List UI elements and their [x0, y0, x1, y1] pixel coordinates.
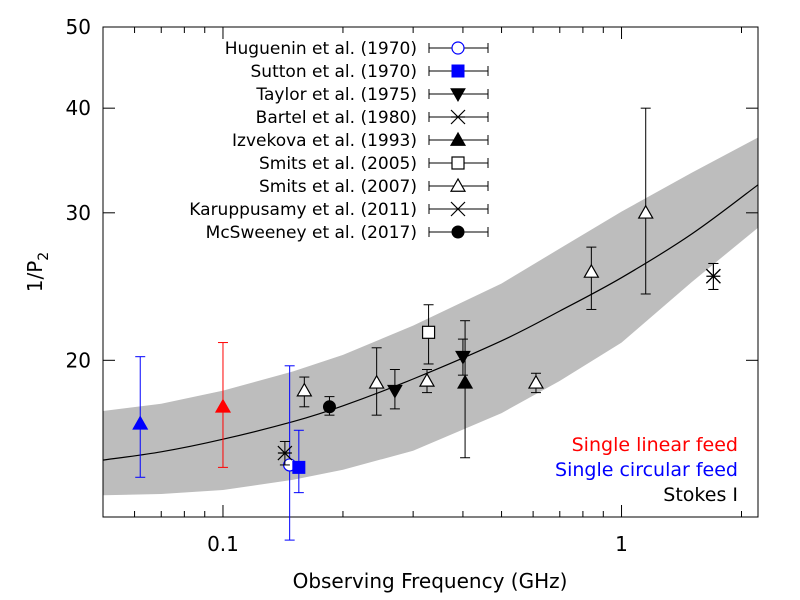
- x-axis-label: Observing Frequency (GHz): [293, 569, 568, 593]
- y-tick-label: 30: [66, 201, 91, 225]
- legend-marker: [450, 109, 466, 125]
- legend-marker: [450, 88, 466, 103]
- legend-label: Sutton et al. (1970): [251, 62, 417, 82]
- legend-label: Smits et al. (2005): [259, 154, 417, 174]
- data-point: [292, 460, 306, 474]
- x-tick-label: 1: [615, 532, 628, 556]
- legend-label: Taylor et al. (1975): [255, 85, 417, 105]
- plot-frame: [102, 26, 759, 518]
- data-point: [387, 384, 403, 399]
- y-tick-label: 50: [66, 15, 91, 39]
- legend-marker: [451, 64, 465, 78]
- data-point: [418, 372, 436, 387]
- legend-marker: [451, 156, 465, 170]
- annotation-label: Single linear feed: [572, 434, 738, 456]
- legend-marker: [449, 131, 467, 146]
- data-point: [705, 268, 721, 284]
- y-tick-label: 20: [66, 348, 91, 372]
- data-layer: [132, 107, 721, 541]
- plot-frame-layer: 0.1 1 20 30 40 50: [66, 15, 759, 556]
- data-point: [421, 325, 436, 339]
- legend-label: Bartel et al. (1980): [256, 108, 417, 128]
- data-point: [637, 204, 654, 219]
- annotations: Single linear feed Single circular feed St…: [555, 434, 738, 506]
- annotation-label: Single circular feed: [555, 459, 738, 481]
- legend-label: Izvekova et al. (1993): [232, 131, 417, 151]
- data-point: [527, 374, 545, 389]
- data-point: [214, 398, 232, 413]
- data-point: [277, 445, 293, 461]
- legend-label: Huguenin et al. (1970): [225, 39, 417, 59]
- data-point: [457, 374, 474, 389]
- data-point: [132, 415, 149, 430]
- data-point: [296, 382, 313, 397]
- data-point: [455, 350, 471, 365]
- legend-marker: [451, 41, 465, 55]
- legend: Huguenin et al. (1970) Sutton et al. (197…: [189, 39, 489, 243]
- y-axis-label-main: 1/P: [23, 261, 47, 293]
- y-tick-label: 40: [66, 96, 91, 120]
- data-point: [368, 374, 385, 389]
- legend-marker: [449, 177, 467, 192]
- x-tick-label: 0.1: [207, 532, 239, 556]
- legend-marker: [451, 225, 465, 239]
- legend-label: McSweeney et al. (2017): [206, 223, 417, 243]
- annotation-label: Stokes I: [663, 484, 738, 506]
- model-band-layer: [102, 137, 759, 496]
- legend-marker: [450, 201, 466, 217]
- model-uncertainty-band: [103, 137, 758, 496]
- legend-label: Smits et al. (2007): [259, 177, 417, 197]
- data-point: [322, 400, 336, 414]
- y-axis-label: 1/P2: [23, 252, 52, 292]
- data-point: [583, 263, 600, 278]
- legend-label: Karuppusamy et al. (2011): [189, 200, 417, 220]
- model-fit-line: [102, 184, 759, 461]
- y-axis-label-sub: 2: [36, 252, 52, 261]
